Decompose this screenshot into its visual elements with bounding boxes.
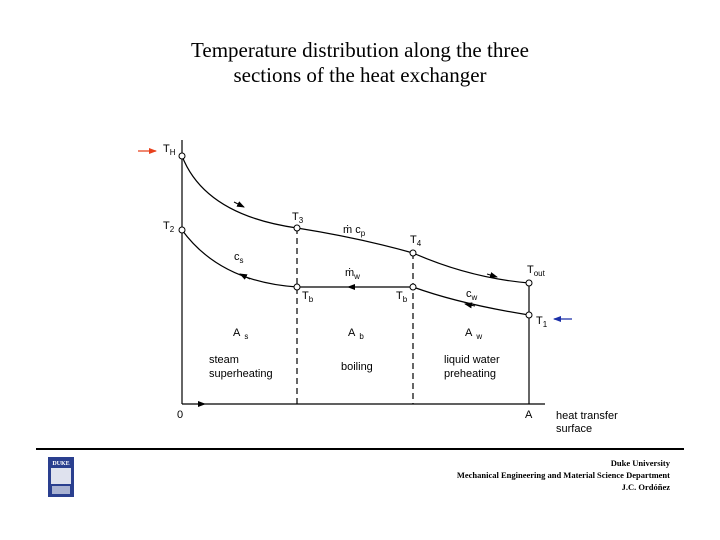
- hot-flow-arrow-2: [486, 272, 498, 278]
- label-Tb-right: Tb: [396, 290, 408, 304]
- logo-text: DUKE: [52, 461, 69, 467]
- point-TH: [178, 152, 186, 160]
- label-T2: T2: [163, 220, 175, 234]
- point-Tb-left: [293, 283, 301, 291]
- duke-logo-graphic: DUKE: [48, 457, 74, 497]
- point-Tb-right: [409, 283, 417, 291]
- duke-logo: DUKE: [48, 457, 74, 497]
- liquid-line-1: liquid water: [444, 354, 500, 366]
- title-line-1: Temperature distribution along the three: [191, 38, 529, 62]
- label-TH: TH: [163, 143, 176, 157]
- footer-credits: Duke University Mechanical Engineering a…: [457, 457, 670, 493]
- axis-origin-label: 0: [177, 409, 183, 421]
- title-line-2: sections of the heat exchanger: [233, 63, 487, 87]
- point-T4: [409, 249, 417, 257]
- hot-stream-curve: [181, 155, 530, 284]
- label-Tout: Tout: [527, 264, 546, 278]
- hot-flow-arrow-1: [233, 201, 245, 208]
- label-T1: T1: [536, 315, 548, 329]
- label-mw: ṁw: [345, 267, 360, 281]
- label-Tb-left: Tb: [302, 290, 314, 304]
- label-cw: cw: [466, 288, 478, 302]
- axis-A-label: A: [525, 409, 533, 421]
- liquid-line-2: preheating: [444, 368, 496, 380]
- label-T3: T3: [292, 211, 304, 225]
- boiling-label: boiling: [341, 361, 373, 373]
- point-T2: [178, 226, 186, 234]
- label-T4: T4: [410, 234, 422, 248]
- footer-department: Mechanical Engineering and Material Scie…: [456, 470, 670, 480]
- axis-title-line-2: surface: [556, 423, 592, 435]
- cold-flow-arrow-1: [239, 273, 251, 280]
- footer-author: J.C. Ordóñez: [621, 482, 670, 492]
- label-mcp: ṁ cp: [343, 224, 366, 238]
- steam-line-2: superheating: [209, 368, 273, 380]
- cold-flow-arrow-3: [464, 302, 476, 309]
- axis-title-line-1: heat transfer: [556, 410, 618, 422]
- footer-university: Duke University: [610, 458, 670, 468]
- point-T3: [293, 224, 301, 232]
- label-cs: cs: [234, 251, 244, 265]
- point-T1: [525, 311, 533, 319]
- steam-line-1: steam: [209, 354, 239, 366]
- point-Tout: [525, 279, 533, 287]
- slide-title: Temperature distribution along the three…: [0, 38, 720, 88]
